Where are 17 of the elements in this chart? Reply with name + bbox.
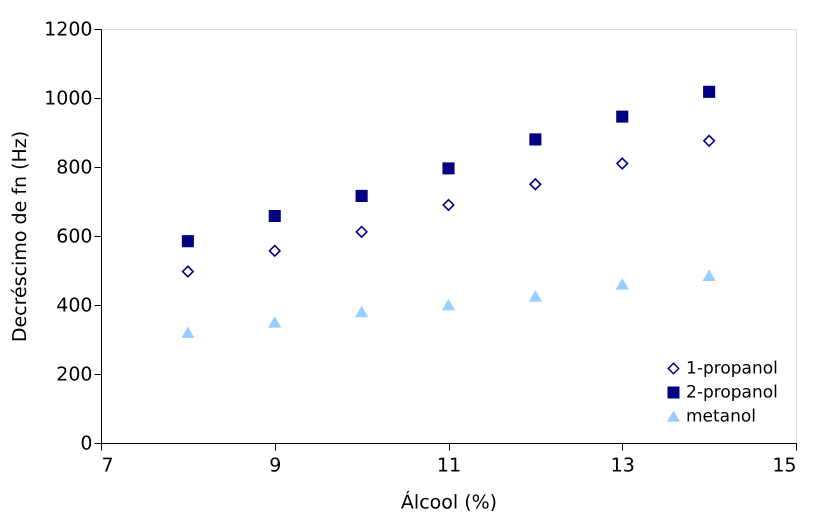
x-tick-label: 15 [772, 454, 796, 476]
y-tick-label: 1000 [44, 88, 92, 110]
x-tick-label: 7 [102, 454, 114, 476]
x-axis-title: Álcool (%) [400, 490, 498, 514]
legend-label: 1-propanol [686, 358, 778, 378]
y-axis-title: Decréscimo de fn (Hz) [9, 130, 32, 342]
y-tick-label: 600 [56, 226, 92, 248]
x-tick-label: 11 [436, 454, 462, 476]
y-tick-label: 0 [80, 432, 92, 454]
y-tick-label: 800 [56, 156, 92, 178]
y-tick-label: 400 [56, 294, 92, 316]
y-tick-label: 1200 [44, 18, 92, 40]
x-tick-label: 9 [269, 454, 282, 476]
y-tick-label: 200 [56, 364, 92, 386]
legend-label: 2-propanol [686, 382, 778, 402]
x-tick-label: 13 [610, 454, 635, 476]
legend-label: metanol [686, 406, 756, 426]
